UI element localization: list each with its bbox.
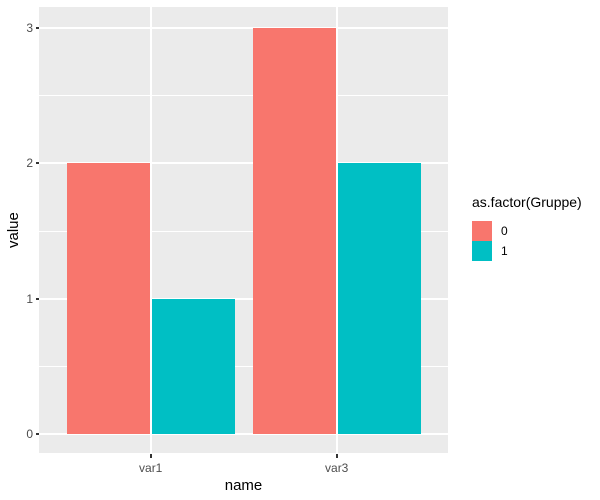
minor-gridline-2.5 (39, 95, 448, 96)
legend-entry-group1: 1 (472, 241, 582, 261)
minor-gridline-1.5 (39, 231, 448, 232)
legend-title: as.factor(Gruppe) (472, 194, 582, 210)
y-tick-1 (35, 298, 39, 300)
x-tick-var3 (336, 453, 338, 458)
legend: as.factor(Gruppe) 0 1 (472, 194, 582, 261)
minor-gridline-0.5 (39, 366, 448, 367)
legend-swatch-group0 (472, 221, 492, 241)
bar-var3-group1 (338, 163, 421, 434)
x-tick-var1 (150, 453, 152, 458)
y-axis-title: value (5, 212, 22, 248)
major-gridline-1 (39, 298, 448, 300)
x-axis-title: name (224, 477, 263, 494)
x-tick-label-var1: var1 (139, 461, 163, 475)
bar-var3-group0 (253, 27, 336, 434)
major-gridline-var1 (150, 7, 152, 453)
x-tick-label-var3: var3 (325, 461, 349, 475)
legend-entry-group0: 0 (472, 221, 582, 241)
bar-var1-group0 (67, 163, 150, 434)
legend-label-group0: 0 (501, 224, 508, 238)
y-tick-label-2: 2 (26, 156, 33, 170)
legend-swatch-group1 (472, 241, 492, 261)
y-tick-label-3: 3 (26, 20, 33, 35)
legend-label-group1: 1 (501, 244, 508, 258)
y-tick-label-1: 1 (26, 291, 33, 306)
y-tick-label-0: 0 (26, 427, 33, 441)
major-gridline-2 (39, 162, 448, 164)
y-tick-0 (35, 433, 39, 435)
y-tick-3 (35, 27, 39, 29)
bar-var1-group1 (152, 298, 235, 434)
plot-panel (39, 7, 448, 453)
major-gridline-0 (39, 433, 448, 435)
y-tick-2 (35, 162, 39, 164)
major-gridline-3 (39, 27, 448, 29)
major-gridline-var3 (336, 7, 338, 453)
